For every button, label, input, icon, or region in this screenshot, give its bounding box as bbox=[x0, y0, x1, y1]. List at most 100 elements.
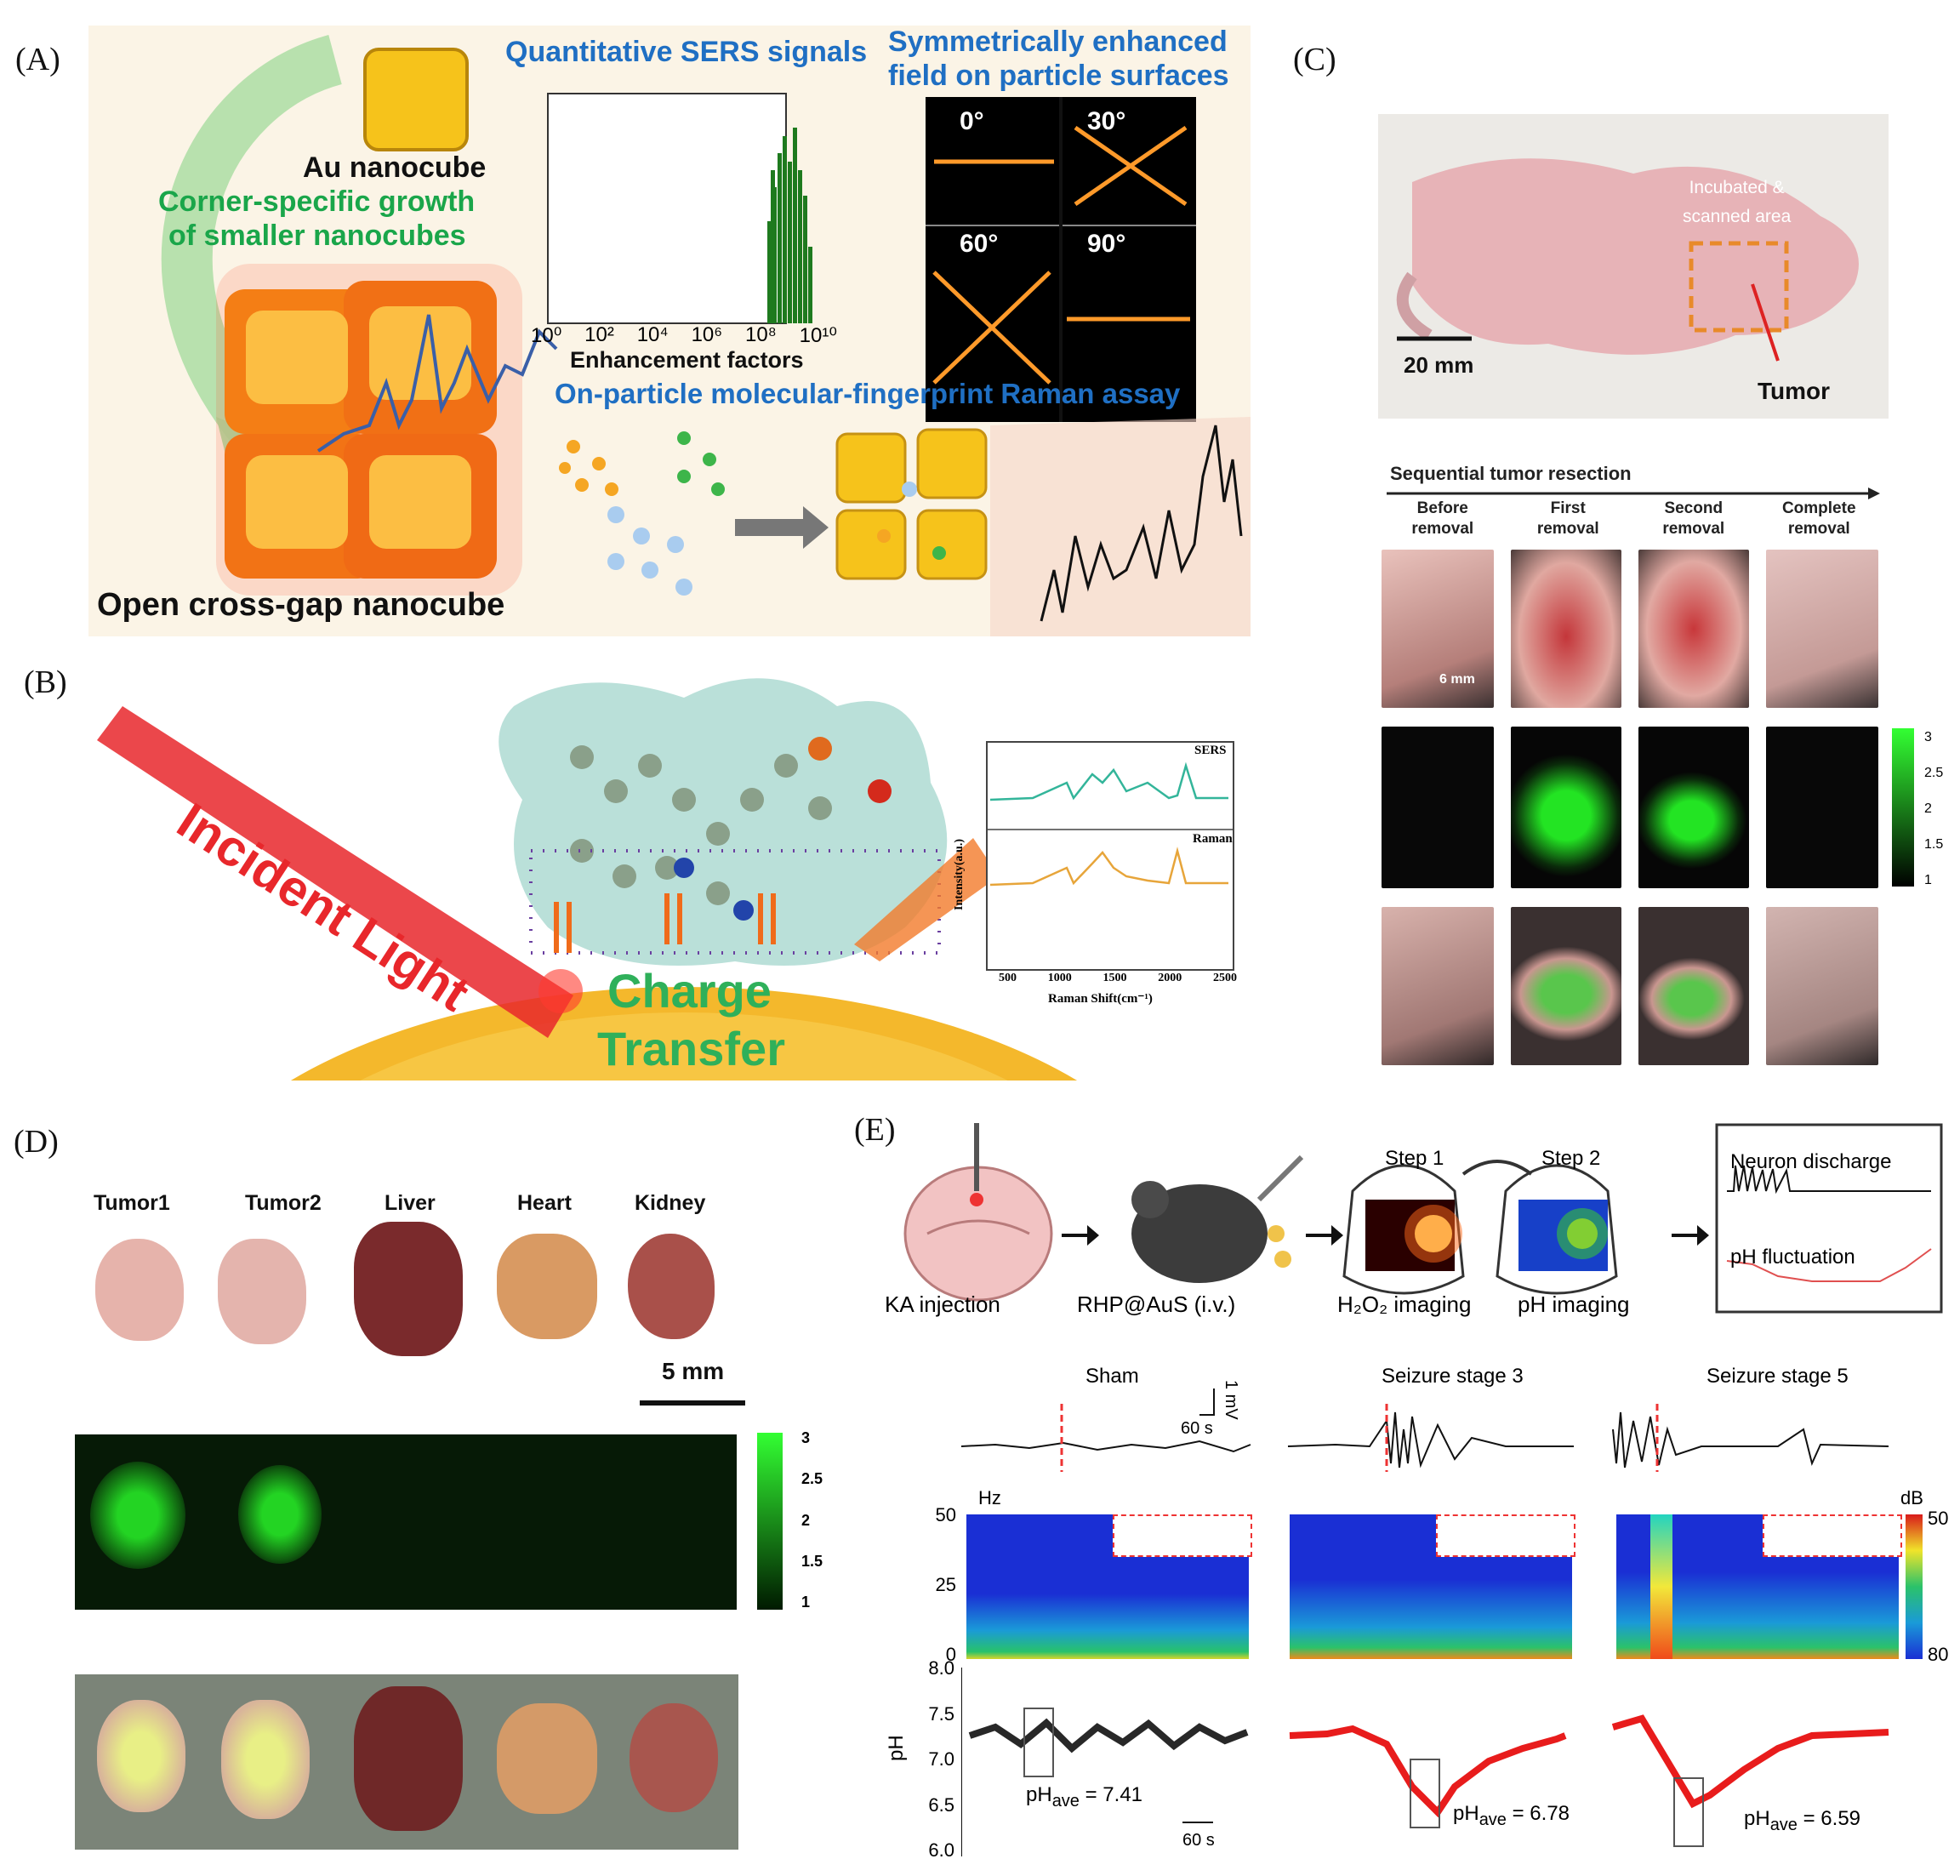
ph-ticks: 8.0 7.5 7.0 6.5 6.0 bbox=[928, 1657, 954, 1861]
panel-b-graphic bbox=[97, 678, 1234, 1081]
ef-tick: 10¹⁰ bbox=[799, 324, 837, 347]
ph-axis-label: pH bbox=[885, 1735, 908, 1761]
ph-ave-stage5: pHave = 6.59 bbox=[1744, 1807, 1861, 1834]
mouse-scale-label: 20 mm bbox=[1404, 352, 1474, 378]
panel-c-colorbar-ticks: 3 2.5 2 1.5 1 bbox=[1924, 730, 1944, 887]
liver-overlay bbox=[354, 1686, 463, 1831]
organ-scale-bar bbox=[640, 1400, 745, 1406]
spectrum-xtick: 1500 bbox=[1102, 972, 1127, 984]
panel-e-workflow bbox=[903, 1123, 1943, 1314]
spectrum-xtick: 500 bbox=[999, 972, 1017, 984]
ef-tick: 10⁰ bbox=[531, 324, 562, 347]
ph-ave-sham: pHave = 7.41 bbox=[1026, 1783, 1143, 1810]
au-nanocube-label: Au nanocube bbox=[303, 151, 487, 184]
angle-30-label: 30° bbox=[1087, 107, 1126, 135]
col-before: Before removal bbox=[1411, 499, 1474, 538]
tumor1-photo bbox=[95, 1239, 184, 1341]
condition-seizure-3: Seizure stage 3 bbox=[1382, 1365, 1524, 1388]
ef-tick-row: 10⁰ 10² 10⁴ 10⁶ 10⁸ 10¹⁰ bbox=[531, 323, 837, 348]
hz-label: Hz bbox=[978, 1487, 1001, 1508]
step2-label: Step 2 bbox=[1541, 1147, 1601, 1170]
col-second: Second removal bbox=[1662, 499, 1725, 538]
step-h2o2-imaging: H₂O₂ imaging bbox=[1337, 1292, 1472, 1317]
angle-60-label: 60° bbox=[960, 230, 999, 258]
second-removal-photo bbox=[1638, 550, 1749, 708]
stage5-burst bbox=[1650, 1514, 1672, 1659]
symmetric-title-line2: field on particle surfaces bbox=[888, 60, 1229, 92]
before-fluor bbox=[1382, 727, 1494, 888]
corner-growth-line1: Corner-specific growth bbox=[158, 185, 476, 218]
stage3-inset bbox=[1436, 1514, 1575, 1557]
incubated-area-label: Incubated & scanned area bbox=[1683, 174, 1791, 231]
time-scale-bar bbox=[1199, 1414, 1215, 1416]
step1-label: Step 1 bbox=[1385, 1147, 1444, 1170]
panel-d-colorbar bbox=[757, 1433, 783, 1610]
first-fluor bbox=[1511, 727, 1621, 888]
ph-ave-stage3: pHave = 6.78 bbox=[1453, 1802, 1570, 1829]
panel-d-colorbar-ticks: 3 2.5 2 1.5 1 bbox=[801, 1429, 823, 1611]
symmetric-title-line1: Symmetrically enhanced bbox=[888, 26, 1228, 58]
before-removal-photo bbox=[1382, 550, 1494, 708]
eeg-stage3-box bbox=[1288, 1421, 1577, 1463]
kidney-overlay bbox=[630, 1703, 718, 1812]
incubated-line1: Incubated & bbox=[1689, 178, 1785, 197]
sequential-arrow bbox=[1387, 488, 1880, 499]
corner-growth-line2: of smaller nanocubes bbox=[168, 220, 466, 252]
first-overlay bbox=[1511, 907, 1621, 1065]
panel-d-label: (D) bbox=[14, 1124, 59, 1160]
db-colorbar bbox=[1906, 1514, 1923, 1659]
heart-overlay bbox=[497, 1703, 597, 1814]
panel-b-label: (B) bbox=[24, 664, 67, 700]
tumor2-overlay bbox=[221, 1700, 310, 1819]
sham-inset bbox=[1113, 1514, 1252, 1557]
freq-ticks: 50 25 0 bbox=[935, 1504, 956, 1665]
assay-title: On-particle molecular-fingerprint Raman … bbox=[555, 378, 1181, 409]
ef-tick: 10⁶ bbox=[691, 323, 723, 346]
liver-photo bbox=[354, 1222, 463, 1356]
organ-label-kidney: Kidney bbox=[635, 1191, 706, 1215]
tumor2-photo bbox=[218, 1239, 306, 1344]
panel-b: Incident Light Charge Transfer SERS Rama… bbox=[71, 655, 1251, 1081]
spectrogram-stage3 bbox=[1290, 1514, 1575, 1659]
eeg-traces bbox=[961, 1404, 1889, 1472]
time-scale-label: 60 s bbox=[1181, 1419, 1213, 1438]
step-ph-imaging: pH imaging bbox=[1518, 1292, 1630, 1317]
spectrogram-sham bbox=[966, 1514, 1252, 1659]
spectrum-xticks: 500 1000 1500 2000 2500 bbox=[999, 972, 1237, 985]
ef-xlabel: Enhancement factors bbox=[570, 347, 804, 373]
first-removal-photo bbox=[1511, 550, 1621, 708]
organ-label-heart: Heart bbox=[517, 1191, 572, 1215]
angle-0-label: 0° bbox=[960, 107, 984, 135]
incubated-line2: scanned area bbox=[1683, 207, 1792, 226]
quantitative-sers-title: Quantitative SERS signals bbox=[505, 36, 868, 68]
spectrum-xtick: 2500 bbox=[1213, 972, 1237, 984]
panel-c-colorbar bbox=[1892, 728, 1914, 887]
ef-tick: 10⁴ bbox=[636, 323, 669, 346]
step-ka-injection: KA injection bbox=[885, 1292, 1000, 1317]
panel-c-label: (C) bbox=[1293, 42, 1336, 77]
db-ticks: 50 80 bbox=[1928, 1508, 1949, 1665]
before-overlay bbox=[1382, 907, 1494, 1065]
col-complete: Complete removal bbox=[1781, 499, 1856, 538]
tumor-label: Tumor bbox=[1758, 378, 1831, 404]
ph-fluctuation-label: pH fluctuation bbox=[1730, 1246, 1855, 1269]
angle-90-label: 90° bbox=[1087, 230, 1126, 258]
complete-removal-photo bbox=[1766, 550, 1878, 708]
organ-label-tumor1: Tumor1 bbox=[94, 1191, 170, 1215]
open-cross-gap-label: Open cross-gap nanocube bbox=[97, 587, 505, 623]
sers-spectrum-label: SERS bbox=[1194, 744, 1227, 757]
mouse-graphic bbox=[1396, 158, 1859, 362]
stage5-inset bbox=[1763, 1514, 1902, 1557]
mouse-photo: Incubated & scanned area 20 mm Tumor bbox=[1378, 114, 1889, 419]
raman-spectrum-label: Raman bbox=[1193, 832, 1233, 846]
condition-sham: Sham bbox=[1085, 1365, 1139, 1388]
spectrogram-stage5 bbox=[1616, 1514, 1902, 1659]
panel-a-graphic bbox=[161, 35, 1251, 636]
condition-seizure-5: Seizure stage 5 bbox=[1706, 1365, 1849, 1388]
sequential-resection-title: Sequential tumor resection bbox=[1390, 463, 1632, 484]
organ-label-tumor2: Tumor2 bbox=[245, 1191, 322, 1215]
kidney-photo bbox=[628, 1234, 715, 1339]
heart-photo bbox=[497, 1234, 597, 1339]
panel-e-label: (E) bbox=[854, 1112, 896, 1148]
organ-scale-label: 5 mm bbox=[662, 1358, 725, 1384]
